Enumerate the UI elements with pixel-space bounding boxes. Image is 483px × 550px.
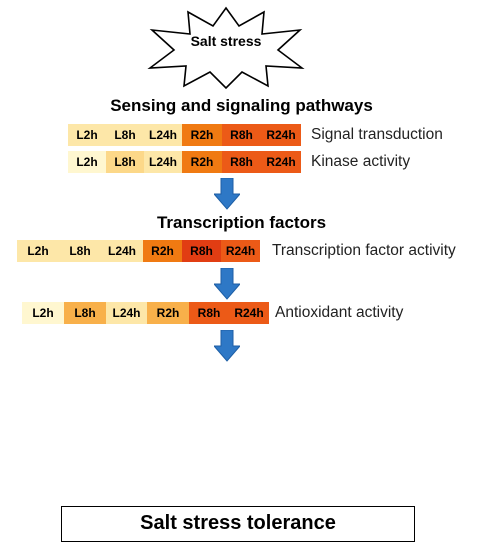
arrow-shape: [214, 178, 240, 210]
cell-r8h: [177, 420, 220, 442]
salt-stress-label: Salt stress: [190, 33, 262, 49]
cell-r24h: [220, 479, 263, 501]
cell-l24h: L24h: [144, 151, 182, 173]
heatmap-row-transcription-factor-activity: L2h L8h L24h R2h R8h R24h: [17, 240, 260, 262]
cell-r2h: [137, 420, 177, 442]
cell-l2h: L2h: [68, 124, 106, 146]
heatmap-row-response-to-stress: L2h L8h L24h R2h R8h R24h: [22, 302, 269, 324]
down-arrow-icon: [214, 268, 240, 300]
row-label-kinase-activity: Kinase activity: [311, 153, 411, 170]
cell-r24h: R24h: [221, 240, 260, 262]
cell-l24h: L24h: [101, 240, 143, 262]
cell-l24h: [95, 420, 137, 442]
cell-r8h: R8h: [222, 151, 261, 173]
salt-stress-tolerance-box: Salt stress tolerance: [61, 506, 415, 542]
down-arrow-icon: [214, 330, 240, 362]
cell-l8h: [52, 449, 95, 471]
heatmap-row-photosynthetic-activity: [10, 479, 263, 501]
cell-l2h: [10, 420, 52, 442]
cell-l2h: L2h: [68, 151, 106, 173]
cell-l24h: L24h: [144, 124, 182, 146]
cell-l2h: L2h: [22, 302, 64, 324]
cell-l2h: [10, 449, 52, 471]
cell-l8h: [52, 420, 95, 442]
cell-l8h: L8h: [106, 151, 144, 173]
salt-stress-burst-shape: [147, 6, 305, 90]
cell-r2h: R2h: [182, 151, 222, 173]
down-arrow-icon: [214, 178, 240, 210]
cell-r8h: [177, 449, 220, 471]
cell-r8h: R8h: [222, 124, 261, 146]
cell-r8h: [177, 391, 220, 413]
heading-sensing-signaling: Sensing and signaling pathways: [110, 96, 373, 115]
heading-transcription-factors: Transcription factors: [156, 213, 327, 232]
cell-l8h: L8h: [106, 124, 144, 146]
heatmap-row-ion-homeostasis-regulation: [10, 449, 263, 471]
cell-r2h: [137, 479, 177, 501]
heatmap-row-antioxidant-activity: [10, 391, 263, 413]
cell-r2h: R2h: [147, 302, 189, 324]
cell-r24h: [220, 420, 263, 442]
cell-r2h: R2h: [182, 124, 222, 146]
cell-l8h: [52, 479, 95, 501]
cell-l8h: [52, 391, 95, 413]
cell-l2h: [10, 391, 52, 413]
cell-r8h: [177, 479, 220, 501]
row-label-transcription-factor-activity: Transcription factor activity: [272, 242, 456, 259]
cell-l2h: L2h: [17, 240, 59, 262]
row-label-signal-transduction: Signal transduction: [311, 126, 443, 143]
cell-l8h: L8h: [59, 240, 101, 262]
cell-r2h: [137, 391, 177, 413]
cell-r24h: R24h: [229, 302, 269, 324]
heatmap-row-kinase-activity: L2h L8h L24h R2h R8h R24h: [68, 151, 301, 173]
heatmap-row-signal-transduction: L2h L8h L24h R2h R8h R24h: [68, 124, 301, 146]
cell-r8h: R8h: [189, 302, 229, 324]
cell-l24h: [95, 479, 137, 501]
cell-l24h: L24h: [106, 302, 147, 324]
cell-r24h: [220, 449, 263, 471]
cell-l24h: [95, 391, 137, 413]
heatmap-row-osmoprotection-activity: [10, 420, 263, 442]
cell-l24h: [95, 449, 137, 471]
cell-r2h: R2h: [143, 240, 182, 262]
row-label-response-to-stress: Antioxidant activity: [275, 304, 404, 321]
arrow-shape: [214, 268, 240, 300]
cell-r2h: [137, 449, 177, 471]
cell-r8h: R8h: [182, 240, 221, 262]
cell-l8h: L8h: [64, 302, 106, 324]
cell-r24h: R24h: [261, 151, 301, 173]
cell-r24h: [220, 391, 263, 413]
cell-l2h: [10, 479, 52, 501]
arrow-shape: [214, 330, 240, 362]
cell-r24h: R24h: [261, 124, 301, 146]
